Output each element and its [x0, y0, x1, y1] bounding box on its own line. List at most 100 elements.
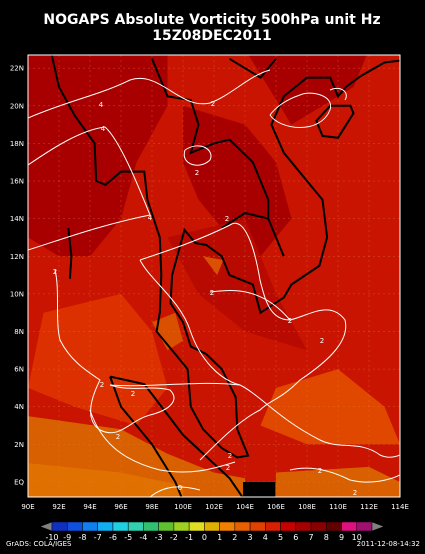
colorbar-label: 7 — [309, 533, 314, 542]
contour — [289, 467, 400, 483]
contour-label: 2 — [131, 390, 135, 398]
field-patch — [167, 218, 307, 351]
colorbar-box — [295, 521, 312, 532]
contour — [28, 214, 151, 251]
colorbar-label: 5 — [278, 533, 283, 542]
lat-label: 10N — [10, 290, 24, 298]
contour-label: 2 — [116, 433, 120, 441]
contour — [183, 145, 212, 166]
map-frame — [27, 54, 401, 498]
colorbar-box — [265, 521, 281, 532]
lat-label: 18N — [10, 140, 24, 148]
colorbar-end — [39, 521, 53, 532]
contour — [28, 69, 271, 119]
colorbar-box — [112, 521, 129, 532]
colorbar-label: -1 — [185, 533, 193, 542]
colorbar-label: 6 — [293, 533, 298, 542]
colorbar-label: -2 — [170, 533, 178, 542]
lat-label: 2N — [14, 441, 24, 449]
lon-label: 94E — [83, 503, 96, 511]
colorbar-label: 10 — [352, 533, 362, 542]
colorbar-label: -3 — [155, 533, 163, 542]
no-data — [243, 482, 275, 497]
contour — [28, 126, 151, 216]
colorbar-end — [371, 521, 385, 532]
vorticity-field: 4 4 2 2 4 2 2 2 2 2 2 2 2 2 2 2 2 0 — [28, 55, 400, 497]
contour-label: 2 — [288, 317, 292, 325]
lat-label: 22N — [10, 65, 24, 73]
lat-label: 8N — [14, 328, 24, 336]
lon-label: 92E — [52, 503, 65, 511]
lat-label: 16N — [10, 178, 24, 186]
colorbar-box — [51, 521, 68, 532]
field-patch — [28, 463, 183, 497]
colorbar-box — [356, 521, 373, 532]
contour-label: 2 — [100, 381, 104, 389]
lon-label: 100E — [174, 503, 192, 511]
colorbar-box — [127, 521, 144, 532]
colorbar-label: -8 — [78, 533, 86, 542]
colorbar-label: -7 — [94, 533, 102, 542]
contour-label: 2 — [228, 452, 232, 460]
colorbar-label: -6 — [109, 533, 117, 542]
lon-label: 114E — [391, 503, 409, 511]
lat-label: EQ — [14, 478, 24, 486]
contour-label: 2 — [353, 489, 357, 497]
colorbar-box — [280, 521, 297, 532]
colorbar-box — [219, 521, 236, 532]
colorbar-box — [341, 521, 358, 532]
lon-label: 96E — [114, 503, 127, 511]
lon-label: 112E — [360, 503, 378, 511]
contour — [209, 290, 291, 321]
contour-label: 2 — [53, 268, 57, 276]
contour — [329, 87, 347, 101]
footer-left: GrADS: COLA/IGES — [6, 540, 72, 548]
colorbar-label: -10 — [45, 533, 58, 542]
colorbar-label: 0 — [202, 533, 207, 542]
contour-label: 2 — [210, 289, 214, 297]
footer-right: 2011-12-08-14:32 — [357, 540, 420, 548]
colorbar-box — [310, 521, 327, 532]
colorbar-box — [173, 521, 190, 532]
lon-label: 104E — [236, 503, 254, 511]
coastline — [109, 376, 183, 497]
colorbar-label: -9 — [63, 533, 71, 542]
lat-label: 20N — [10, 102, 24, 110]
lat-label: 4N — [14, 403, 24, 411]
coastline — [109, 375, 244, 497]
field-patch — [28, 293, 168, 426]
contour — [54, 269, 175, 434]
contour-label: 2 — [318, 467, 322, 475]
colorbar-label: -4 — [139, 533, 147, 542]
contour-label: 4 — [148, 214, 153, 222]
contour-label: 2 — [320, 337, 324, 345]
colorbar-box — [188, 521, 205, 532]
lat-label: 12N — [10, 253, 24, 261]
colorbar-box — [249, 521, 266, 532]
colorbar-box — [82, 521, 98, 532]
coastline — [221, 211, 269, 229]
contour — [149, 486, 201, 497]
colorbar-box — [326, 521, 342, 532]
subtitle: 15Z08DEC2011 — [152, 28, 272, 44]
colorbar-label: 1 — [217, 533, 222, 542]
coastline — [228, 57, 277, 79]
contour-label: 4 — [99, 101, 104, 109]
field-patch — [152, 312, 183, 351]
lon-label: 98E — [145, 503, 158, 511]
coastline — [67, 227, 73, 279]
contour — [139, 222, 347, 461]
lat-label: 14N — [10, 215, 24, 223]
lat-label: 6N — [14, 366, 24, 374]
lon-label: 90E — [21, 503, 34, 511]
contour — [139, 259, 241, 386]
contour — [89, 409, 236, 473]
lon-label: 108E — [298, 503, 316, 511]
contour-label: 2 — [225, 215, 229, 223]
colorbar-box — [66, 521, 83, 532]
contour-label: 2 — [195, 169, 199, 177]
colorbar-label: -5 — [124, 533, 132, 542]
contour-label: 2 — [226, 464, 230, 472]
lon-label: 110E — [329, 503, 347, 511]
